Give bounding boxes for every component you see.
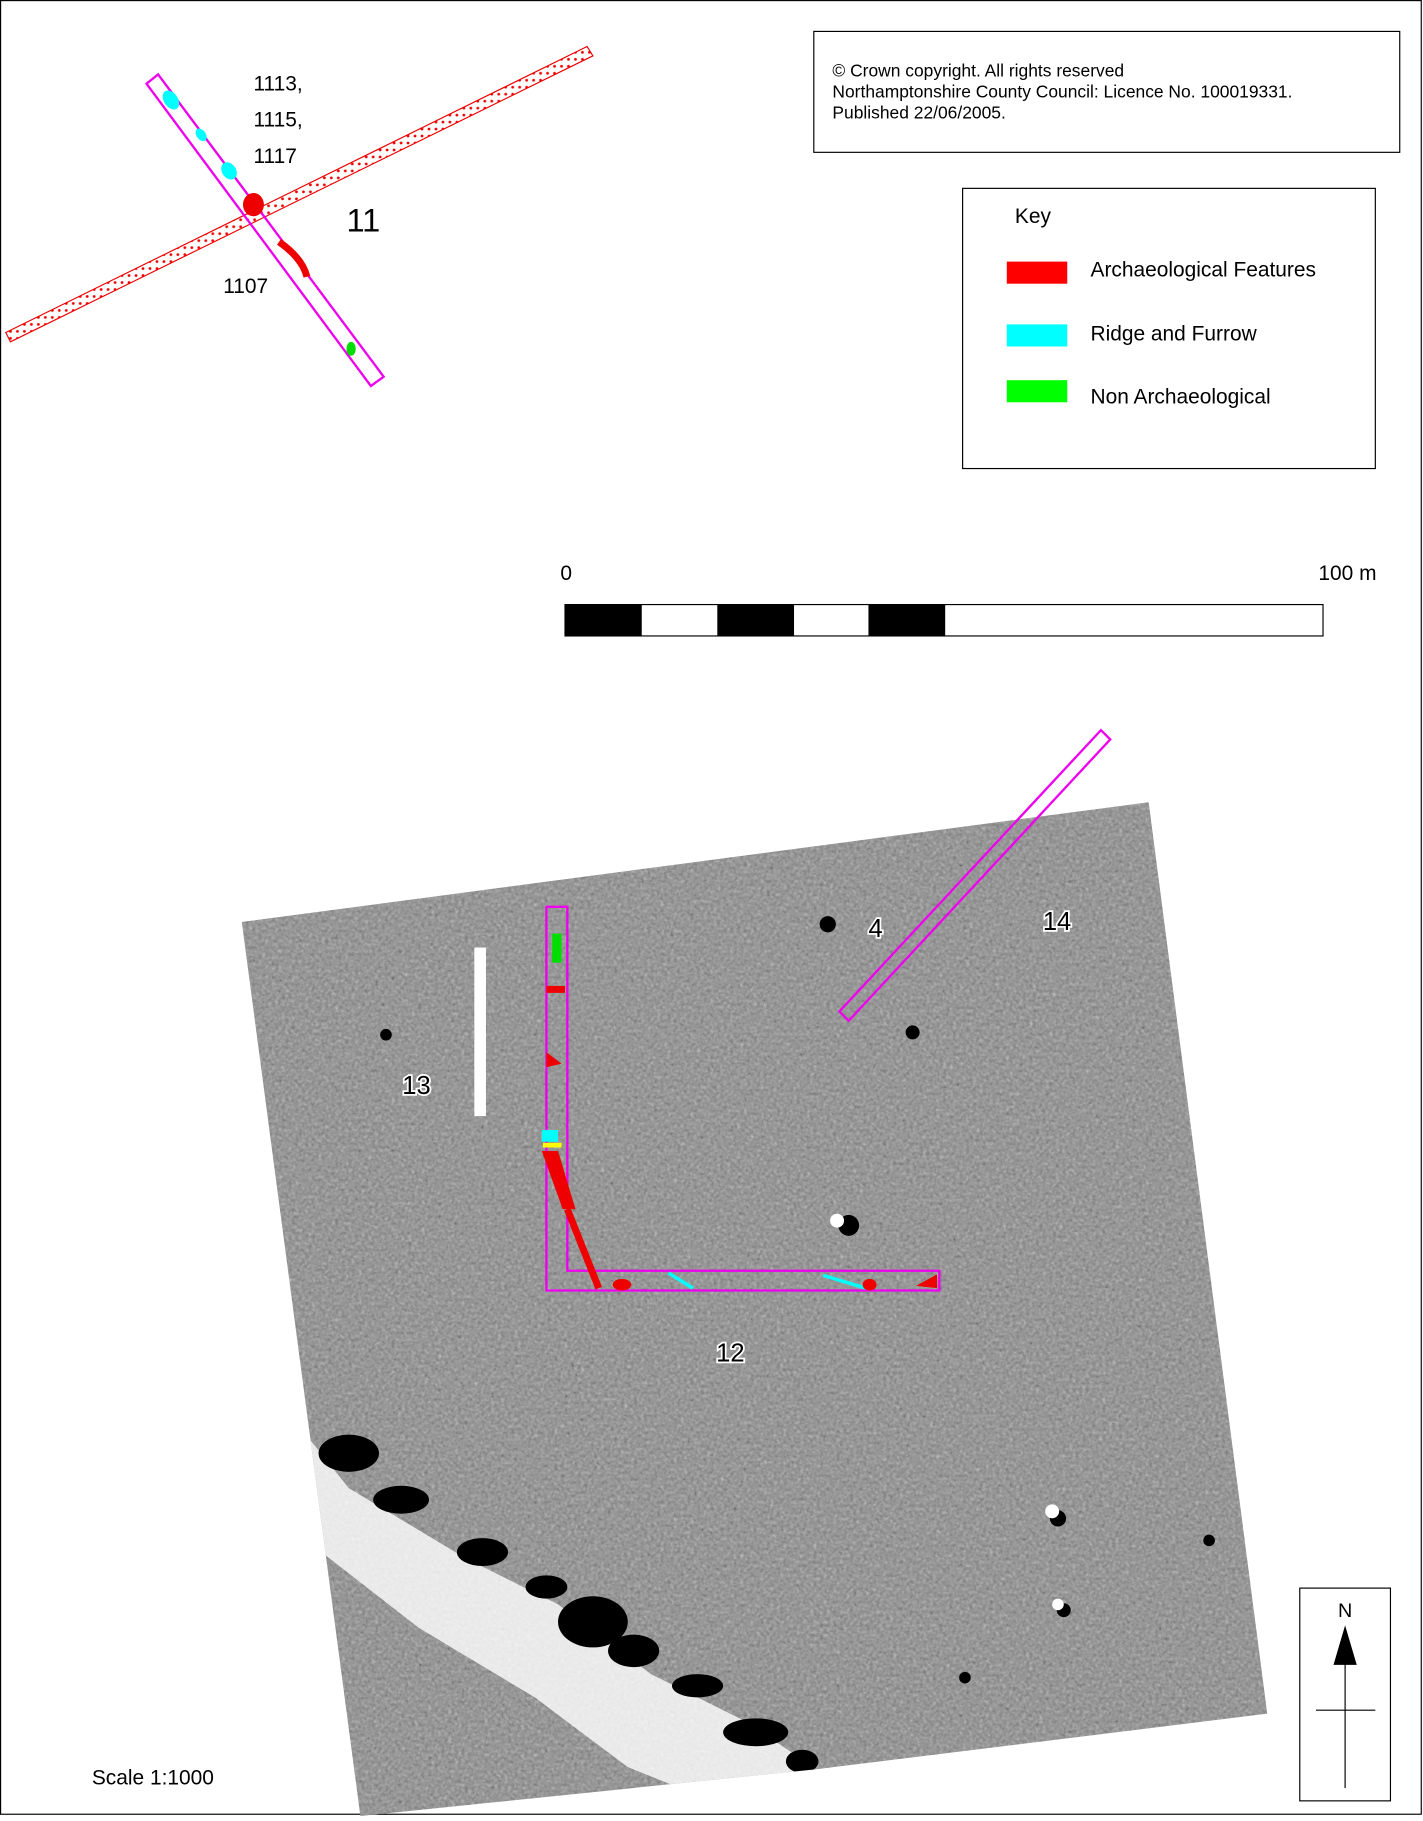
copyright-line: Northamptonshire County Council: Licence…	[832, 82, 1292, 102]
legend-label: Non Archaeological	[1091, 385, 1271, 408]
map: 1113, 1115, 1117 11 1107 4 14 13 12 © Cr…	[0, 0, 1423, 1816]
trench-label: 11	[346, 202, 380, 238]
trench-label: 14	[1043, 908, 1071, 936]
context-label: 1115,	[253, 109, 302, 132]
legend-label: Ridge and Furrow	[1091, 323, 1258, 346]
legend-swatch	[1007, 380, 1067, 402]
copyright-line: © Crown copyright. All rights reserved	[832, 61, 1124, 81]
copyright-box: © Crown copyright. All rights reserved N…	[814, 31, 1400, 152]
legend: Key Archaeological Features Ridge and Fu…	[963, 188, 1376, 468]
legend-title: Key	[1015, 205, 1052, 228]
trench-label: 4	[868, 915, 882, 943]
scale-end: 100 m	[1318, 562, 1376, 585]
north-label: N	[1338, 1600, 1352, 1622]
legend-swatch	[1007, 324, 1067, 346]
legend-swatch	[1007, 262, 1067, 284]
context-label: 1113,	[253, 73, 302, 96]
geophysics-survey	[233, 791, 1279, 1816]
trench-label: 13	[402, 1072, 430, 1100]
page: {"copyright": {"lines": ["© Crown copyri…	[0, 0, 1423, 1816]
copyright-line: Published 22/06/2005.	[832, 103, 1005, 123]
context-label: 1117	[253, 145, 296, 168]
legend-label: Archaeological Features	[1091, 259, 1316, 282]
north-arrow: N	[1300, 1588, 1391, 1801]
scale-text: Scale 1:1000	[92, 1767, 214, 1790]
scale-start: 0	[560, 562, 572, 585]
trench-label: 12	[716, 1339, 744, 1367]
context-label: 1107	[223, 275, 268, 298]
